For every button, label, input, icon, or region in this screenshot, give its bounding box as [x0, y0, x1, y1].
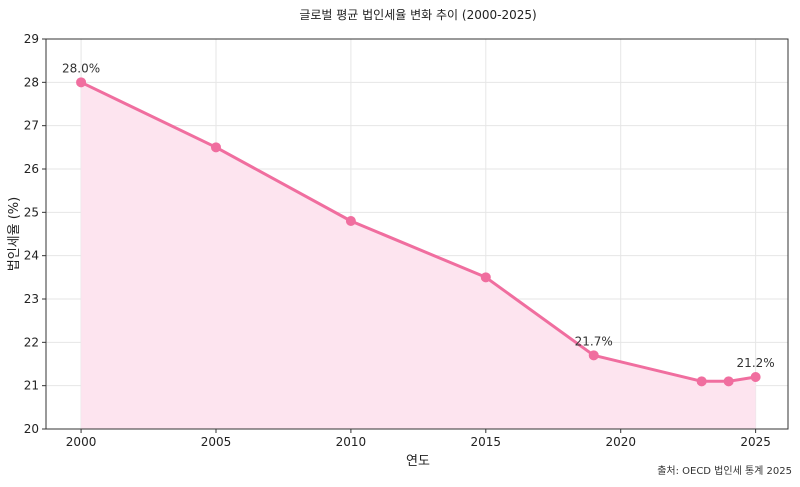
plot-frame — [45, 38, 789, 430]
chart-title: 글로벌 평균 법인세율 변화 추이 (2000-2025) — [299, 8, 536, 22]
y-axis-title: 법인세율 (%) — [7, 197, 22, 271]
x-axis-ticks: 2000 2005 2010 2015 2020 2025 — [66, 429, 771, 449]
data-point — [76, 77, 87, 88]
y-axis-ticks: 20 21 22 23 24 25 26 27 28 29 — [24, 32, 46, 436]
y-tick-label: 26 — [24, 162, 39, 176]
data-point — [696, 376, 707, 387]
data-label: 21.7% — [575, 334, 613, 348]
y-tick-label: 25 — [24, 205, 39, 219]
area-fill — [81, 82, 756, 430]
data-points — [76, 77, 761, 387]
data-point — [723, 376, 734, 387]
y-tick-label: 29 — [24, 32, 39, 46]
x-tick-label: 2010 — [336, 435, 367, 449]
data-labels: 28.0% 21.7% 21.2% — [62, 61, 775, 370]
x-tick-label: 2000 — [66, 435, 97, 449]
data-label: 21.2% — [737, 356, 775, 370]
data-point — [588, 350, 599, 361]
x-axis-title: 연도 — [406, 454, 430, 469]
y-tick-label: 28 — [24, 75, 39, 89]
y-tick-label: 21 — [24, 379, 39, 393]
y-tick-label: 23 — [24, 292, 39, 306]
x-tick-label: 2020 — [605, 435, 636, 449]
y-tick-label: 20 — [24, 422, 39, 436]
x-tick-label: 2015 — [471, 435, 502, 449]
x-tick-label: 2025 — [740, 435, 771, 449]
y-tick-label: 27 — [24, 119, 39, 133]
y-tick-label: 24 — [24, 249, 39, 263]
data-point — [210, 142, 221, 153]
data-point — [750, 372, 761, 382]
data-label: 28.0% — [62, 61, 100, 75]
x-tick-label: 2005 — [201, 435, 232, 449]
y-tick-label: 22 — [24, 335, 39, 349]
data-point — [345, 216, 356, 226]
data-point — [480, 272, 491, 283]
source-note: 출처: OECD 법인세 통계 2025 — [657, 465, 792, 477]
